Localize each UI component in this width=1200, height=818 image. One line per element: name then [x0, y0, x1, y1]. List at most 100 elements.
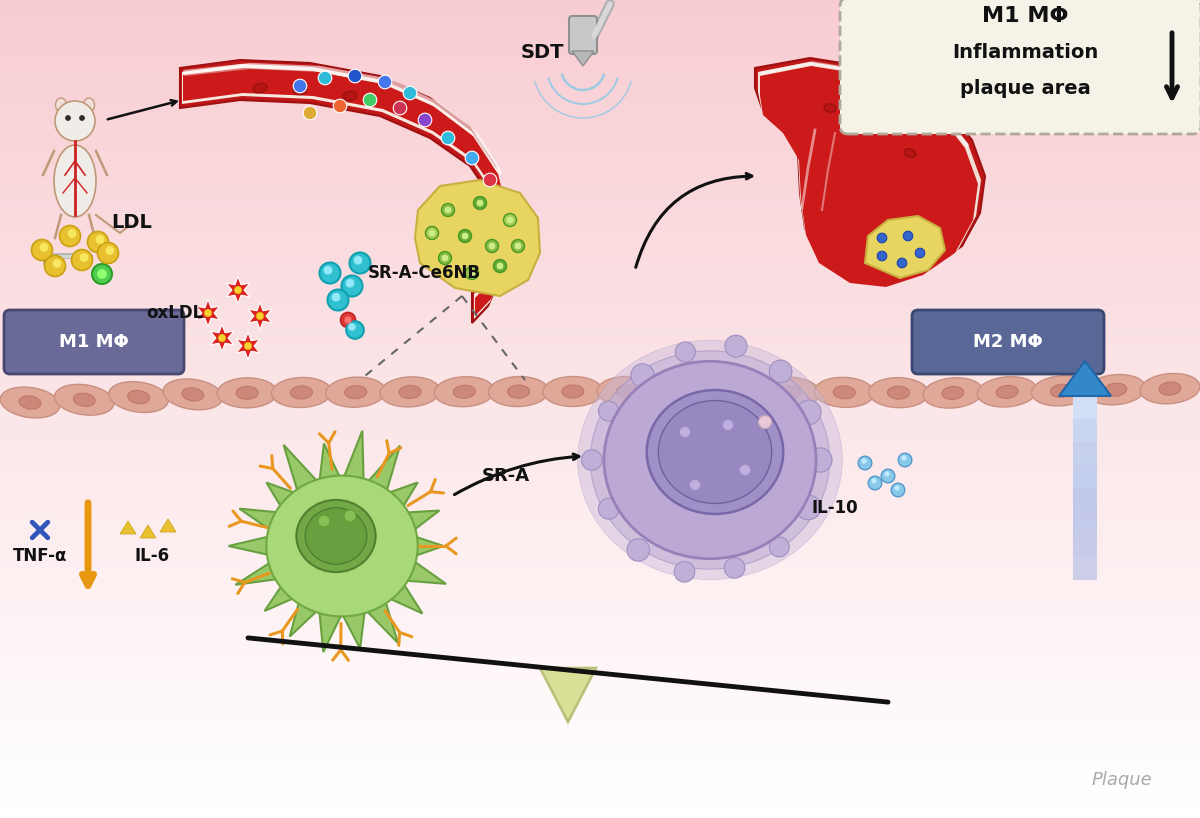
Ellipse shape	[84, 98, 95, 112]
Circle shape	[506, 216, 514, 224]
Bar	[0, 499, 1200, 503]
Bar	[0, 634, 1200, 638]
Ellipse shape	[1086, 375, 1146, 405]
Bar	[0, 544, 1200, 548]
Ellipse shape	[996, 385, 1018, 398]
Ellipse shape	[46, 344, 65, 357]
Circle shape	[257, 312, 264, 320]
Bar	[0, 425, 1200, 429]
Bar	[0, 278, 1200, 282]
Bar	[0, 270, 1200, 274]
Circle shape	[877, 251, 887, 261]
Bar	[0, 597, 1200, 601]
Polygon shape	[1073, 419, 1097, 442]
Bar	[0, 409, 1200, 413]
Circle shape	[476, 200, 484, 207]
Bar	[0, 798, 1200, 802]
Bar	[0, 200, 1200, 204]
Bar	[0, 630, 1200, 634]
Ellipse shape	[59, 326, 116, 354]
Bar	[0, 663, 1200, 667]
Bar	[0, 119, 1200, 123]
Bar	[0, 720, 1200, 724]
Polygon shape	[1195, 6, 1200, 126]
Bar	[0, 503, 1200, 507]
Ellipse shape	[942, 386, 964, 399]
Circle shape	[497, 263, 504, 270]
Bar	[0, 233, 1200, 237]
Bar	[0, 151, 1200, 155]
Polygon shape	[210, 325, 234, 352]
Text: LDL: LDL	[112, 213, 152, 232]
Bar	[0, 249, 1200, 254]
Bar	[0, 123, 1200, 127]
Bar	[0, 708, 1200, 712]
Circle shape	[674, 561, 695, 582]
Bar	[0, 65, 1200, 70]
Circle shape	[676, 342, 695, 362]
Bar	[0, 4, 1200, 8]
Bar	[0, 589, 1200, 593]
Ellipse shape	[290, 386, 312, 399]
Circle shape	[796, 495, 821, 519]
Bar	[0, 487, 1200, 491]
Bar	[0, 258, 1200, 262]
Bar	[0, 716, 1200, 720]
Bar	[0, 180, 1200, 184]
Bar	[0, 217, 1200, 221]
Bar	[0, 94, 1200, 98]
Polygon shape	[228, 431, 446, 652]
Circle shape	[884, 471, 890, 477]
Ellipse shape	[54, 384, 114, 416]
Bar	[0, 687, 1200, 691]
Ellipse shape	[659, 401, 772, 503]
Ellipse shape	[78, 334, 98, 346]
Circle shape	[97, 242, 119, 263]
Bar	[0, 37, 1200, 41]
Bar	[0, 642, 1200, 646]
Text: SDT: SDT	[521, 43, 564, 62]
Bar	[0, 172, 1200, 176]
Bar	[0, 262, 1200, 266]
Ellipse shape	[1159, 382, 1181, 395]
Bar	[0, 82, 1200, 86]
Bar	[0, 299, 1200, 303]
Bar	[0, 777, 1200, 781]
Bar	[0, 303, 1200, 307]
Circle shape	[403, 86, 416, 100]
Circle shape	[690, 479, 701, 491]
Bar	[0, 78, 1200, 82]
Ellipse shape	[508, 385, 529, 398]
Bar	[0, 511, 1200, 515]
Bar	[0, 618, 1200, 622]
Circle shape	[722, 420, 733, 430]
FancyBboxPatch shape	[840, 0, 1200, 134]
Text: M2 MΦ: M2 MΦ	[973, 333, 1043, 351]
Bar	[0, 728, 1200, 732]
Ellipse shape	[1105, 383, 1127, 396]
Bar	[0, 622, 1200, 626]
Bar	[0, 585, 1200, 589]
Ellipse shape	[652, 376, 712, 407]
Polygon shape	[1193, 6, 1199, 126]
Circle shape	[323, 265, 332, 275]
Circle shape	[769, 537, 790, 557]
Ellipse shape	[864, 124, 876, 133]
Bar	[0, 507, 1200, 511]
Bar	[0, 12, 1200, 16]
Circle shape	[916, 248, 925, 258]
Ellipse shape	[434, 376, 494, 407]
Bar	[0, 658, 1200, 663]
Bar	[0, 450, 1200, 454]
Bar	[0, 294, 1200, 299]
Circle shape	[582, 450, 602, 470]
Bar	[0, 139, 1200, 143]
Bar	[0, 164, 1200, 168]
Bar	[0, 70, 1200, 74]
Bar	[0, 740, 1200, 744]
Bar	[0, 98, 1200, 102]
Bar	[0, 344, 1200, 348]
Circle shape	[474, 196, 486, 209]
Bar	[0, 814, 1200, 818]
Bar	[0, 266, 1200, 270]
